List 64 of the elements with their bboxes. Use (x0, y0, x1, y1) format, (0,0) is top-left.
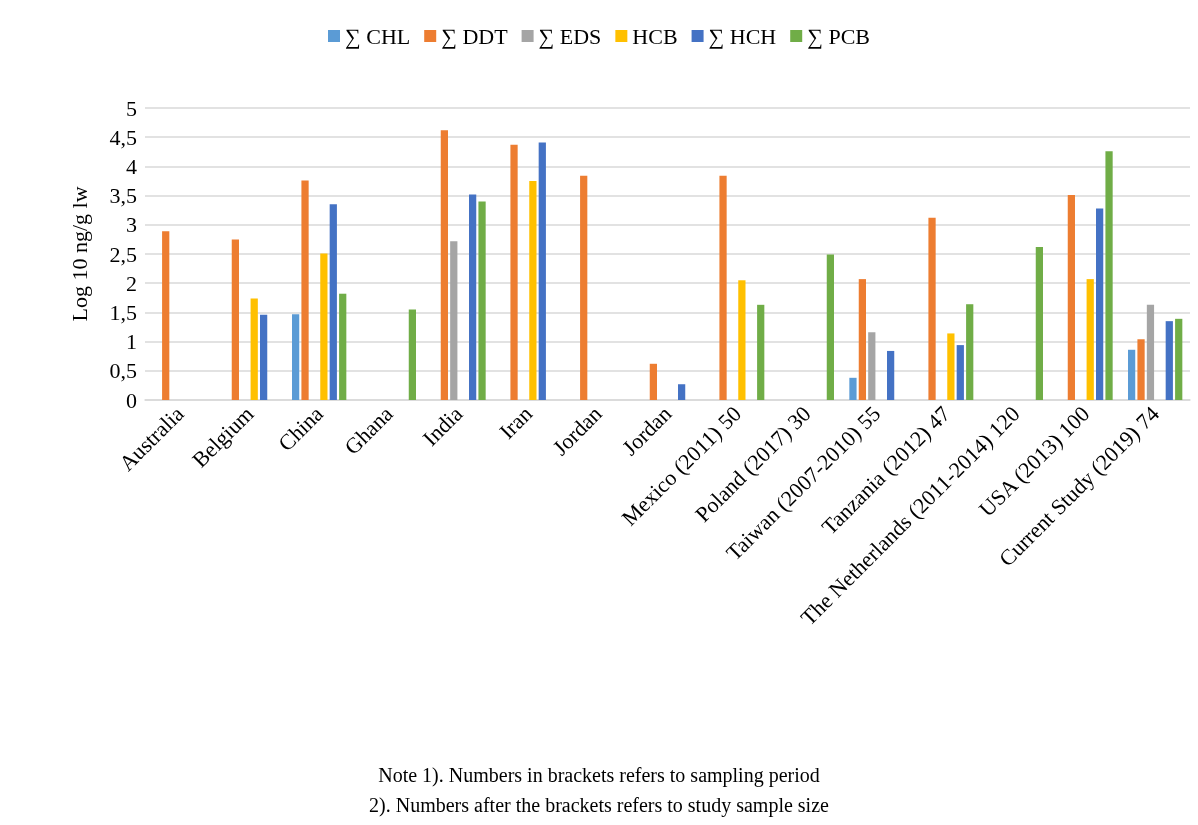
bar (450, 241, 458, 400)
bar (329, 204, 337, 400)
bar (1128, 349, 1136, 400)
bar (966, 304, 974, 400)
bar (868, 332, 876, 400)
bar (408, 309, 416, 400)
bar (649, 363, 657, 400)
bar (678, 384, 686, 400)
bar (538, 142, 546, 400)
bar (301, 180, 309, 400)
bar (1146, 304, 1155, 400)
bar (529, 181, 537, 400)
legend-label: ∑ EDS (538, 23, 602, 49)
y-tick-label: 2 (126, 270, 137, 296)
bar (250, 298, 258, 400)
bar (1137, 339, 1145, 400)
y-tick-label: 1,5 (109, 299, 137, 325)
bar (1067, 195, 1075, 400)
legend-label: ∑ DDT (441, 23, 509, 49)
y-tick-label: 0 (126, 387, 137, 413)
y-tick-label: 2,5 (109, 241, 137, 267)
y-tick-label: 3 (126, 212, 137, 238)
text: Note 1). Numbers in brackets refers to sampling period (378, 764, 820, 787)
bar (887, 350, 895, 400)
bar (320, 253, 328, 400)
bar (231, 239, 239, 400)
bar (469, 194, 477, 400)
bar (292, 314, 300, 400)
bar (339, 293, 347, 400)
bar (947, 333, 955, 400)
legend-label: ∑ PCB (807, 23, 870, 49)
bar (510, 144, 518, 400)
y-tick-label: 4,5 (109, 124, 137, 150)
bar (826, 254, 834, 400)
legend-label: ∑ CHL (345, 23, 411, 49)
y-tick-label: 1 (126, 329, 137, 355)
bar (858, 279, 866, 400)
x-tick-label: Iran (494, 401, 538, 444)
x-tick-label: India (417, 400, 468, 451)
bar (956, 345, 964, 400)
bar (738, 280, 746, 400)
bar (1175, 318, 1183, 400)
bar (260, 314, 268, 400)
bar (928, 217, 936, 400)
bar (1035, 246, 1043, 400)
y-tick-label: 3,5 (109, 183, 137, 209)
bar (440, 130, 448, 400)
bar (580, 175, 588, 400)
bar (719, 175, 727, 400)
bar (1105, 151, 1113, 400)
y-tick-label: 0,5 (109, 358, 137, 384)
bar (1165, 321, 1173, 400)
y-axis-title: Log 10 ng/g lw (66, 186, 92, 322)
bar (849, 377, 857, 400)
legend-label: ∑ HCH (708, 23, 777, 49)
text: 2). Numbers after the brackets refers to study sample size (369, 794, 830, 817)
y-tick-label: 4 (126, 153, 137, 179)
bar (1096, 208, 1104, 400)
legend-label: HCB (632, 23, 678, 49)
bar (1086, 279, 1094, 400)
y-tick-label: 5 (126, 95, 137, 121)
bar (162, 231, 170, 400)
bar (757, 304, 765, 400)
bar (478, 201, 486, 400)
